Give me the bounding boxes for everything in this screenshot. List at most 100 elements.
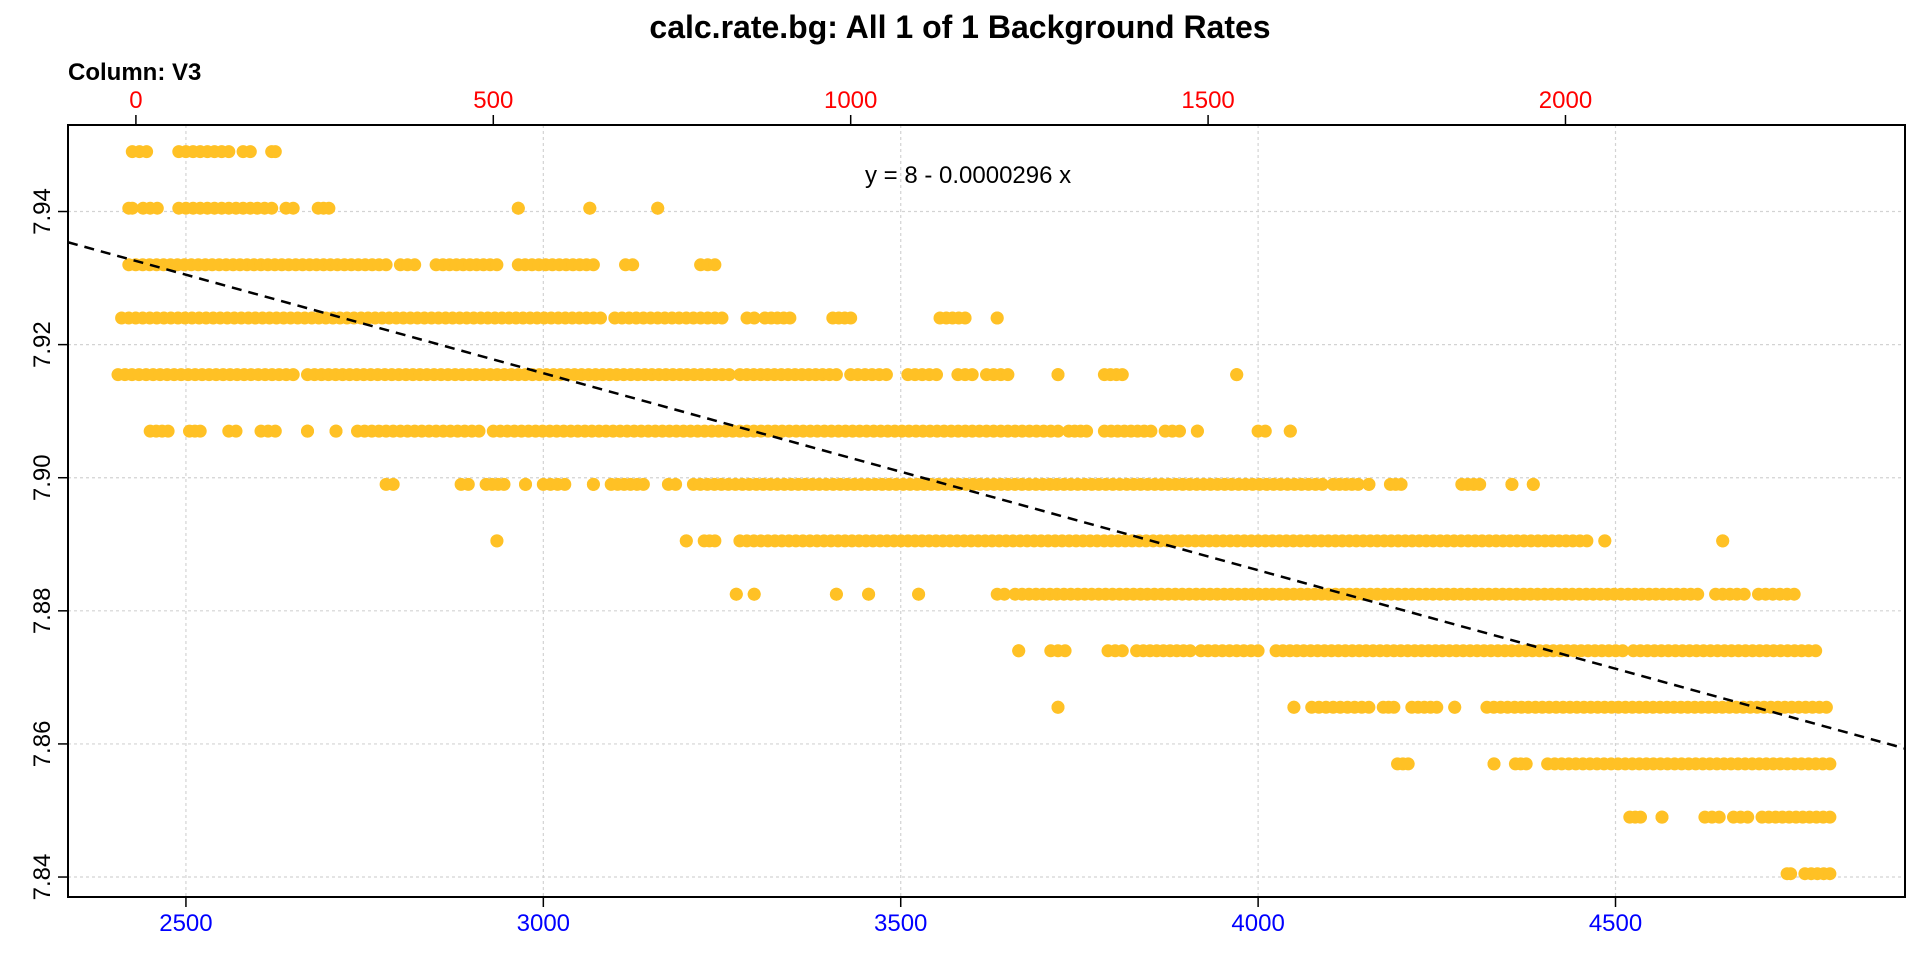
data-point (472, 424, 486, 438)
data-point (1394, 477, 1408, 491)
data-point (268, 145, 282, 159)
data-point (1787, 587, 1801, 601)
data-point (519, 477, 532, 491)
data-point (1251, 644, 1265, 658)
data-point (829, 587, 843, 601)
x-top-tick-label: 1000 (824, 87, 877, 114)
data-point (1315, 477, 1329, 491)
data-point (715, 311, 729, 325)
data-point (930, 368, 943, 382)
data-point (1144, 424, 1158, 438)
data-point (1691, 587, 1705, 601)
y-tick-label: 7.84 (29, 854, 56, 901)
data-point (1519, 757, 1533, 771)
data-point (1809, 644, 1823, 658)
data-point (583, 201, 597, 215)
data-point (1580, 534, 1594, 548)
data-point (879, 368, 893, 382)
data-point (912, 587, 926, 601)
data-point (1823, 810, 1837, 824)
data-point (1001, 368, 1015, 382)
data-point (1190, 424, 1204, 438)
data-points (111, 145, 1837, 881)
x-top-tick-label: 1500 (1181, 87, 1234, 114)
data-point (708, 258, 722, 272)
chart-title: calc.rate.bg: All 1 of 1 Background Rate… (649, 9, 1270, 45)
data-point (747, 311, 761, 325)
y-tick-label: 7.90 (29, 454, 56, 501)
data-point (193, 424, 207, 438)
data-point (1784, 867, 1798, 881)
data-point (862, 587, 876, 601)
data-point (1051, 368, 1065, 382)
data-point (829, 368, 843, 382)
data-point (1012, 644, 1026, 658)
data-point (150, 201, 164, 215)
data-point (679, 534, 693, 548)
data-point (1655, 810, 1669, 824)
data-point (1616, 644, 1630, 658)
axes: 2500 3000 3500 4000 4500 0 500 1000 1500 2000 7.84… (29, 87, 1642, 937)
x-bottom-tick-label: 4500 (1589, 910, 1642, 937)
plot-frame (67, 124, 1906, 898)
x-bottom-tick-label: 3500 (874, 910, 927, 937)
x-bottom-tick-label: 4000 (1231, 910, 1284, 937)
data-point (286, 201, 300, 215)
data-point (497, 477, 511, 491)
x-bottom-tick-label: 2500 (159, 910, 212, 937)
data-point (722, 368, 736, 382)
data-point (1058, 644, 1072, 658)
data-point (1283, 424, 1297, 438)
data-point (1823, 867, 1837, 881)
data-point (1430, 700, 1444, 714)
data-point (229, 424, 243, 438)
data-point (708, 534, 722, 548)
data-point (783, 311, 797, 325)
data-point (558, 477, 572, 491)
data-point (1351, 477, 1365, 491)
data-point (243, 145, 257, 159)
data-point (1051, 700, 1065, 714)
data-point (1741, 810, 1755, 824)
fit-equation: y = 8 - 0.0000296 x (865, 162, 1071, 189)
data-point (1287, 700, 1301, 714)
data-point (1819, 700, 1833, 714)
data-point (997, 587, 1011, 601)
data-point (594, 311, 607, 325)
data-point (301, 424, 314, 438)
data-point (1387, 700, 1401, 714)
data-point (586, 477, 600, 491)
data-point (1634, 810, 1647, 824)
data-point (669, 477, 683, 491)
data-point (1712, 810, 1726, 824)
data-point (461, 477, 475, 491)
data-point (1716, 534, 1730, 548)
data-point (626, 258, 640, 272)
data-point (990, 311, 1004, 325)
data-point (1080, 424, 1094, 438)
y-tick-label: 7.86 (29, 721, 56, 768)
data-point (1051, 424, 1065, 438)
data-point (586, 258, 600, 272)
data-point (490, 534, 504, 548)
chart-subtitle: Column: V3 (68, 59, 201, 86)
x-top-tick-label: 500 (473, 87, 513, 114)
data-point (1737, 587, 1751, 601)
data-point (490, 258, 504, 272)
data-point (161, 424, 175, 438)
data-point (747, 587, 761, 601)
data-point (958, 311, 972, 325)
data-point (1448, 700, 1462, 714)
data-point (125, 201, 139, 215)
data-point (329, 424, 343, 438)
data-point (511, 201, 525, 215)
data-point (636, 477, 650, 491)
y-tick-label: 7.92 (29, 321, 56, 368)
data-point (1362, 700, 1376, 714)
data-point (1258, 424, 1272, 438)
data-point (265, 201, 279, 215)
data-point (651, 201, 665, 215)
x-top-tick-label: 2000 (1539, 87, 1592, 114)
data-point (1473, 477, 1487, 491)
